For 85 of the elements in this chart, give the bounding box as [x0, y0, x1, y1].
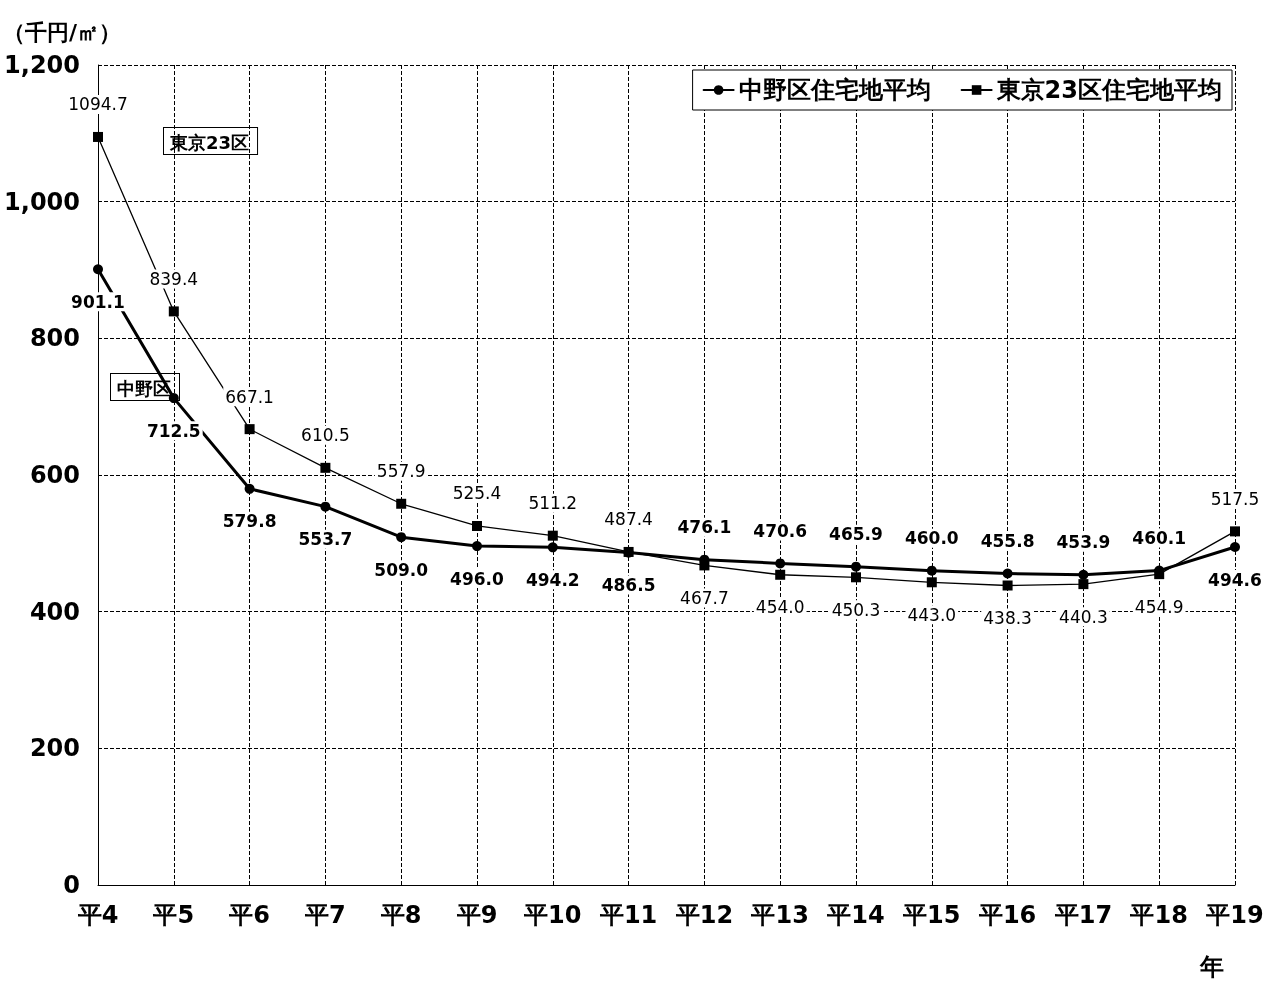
- point: [775, 569, 786, 580]
- data-label: 476.1: [677, 517, 732, 538]
- point: [168, 306, 179, 317]
- data-label: 494.2: [525, 569, 580, 590]
- point: [244, 424, 255, 435]
- point: [93, 131, 103, 142]
- point: [244, 483, 255, 494]
- data-label: 438.3: [983, 607, 1032, 628]
- y-tick-label: 800: [29, 324, 80, 353]
- data-label: 455.8: [980, 531, 1035, 552]
- point: [547, 530, 558, 541]
- annotation: 東京23区: [169, 131, 250, 153]
- data-label: 453.9: [1056, 532, 1111, 553]
- point: [1230, 526, 1240, 537]
- data-label: 465.9: [829, 524, 883, 545]
- data-label: 496.0: [450, 568, 505, 589]
- point: [1002, 568, 1013, 579]
- data-label: 487.4: [604, 509, 653, 530]
- x-tick-label: 平15: [902, 901, 961, 929]
- data-label: 443.0: [907, 604, 957, 625]
- y-tick-label: 200: [29, 734, 80, 763]
- point: [320, 462, 331, 473]
- x-tick-label: 平19: [1205, 901, 1264, 929]
- y-tick-label: 1,200: [4, 51, 80, 79]
- data-label: 579.8: [222, 511, 277, 532]
- point: [1002, 580, 1013, 591]
- data-label: 454.0: [755, 597, 805, 618]
- legend-label: 東京23区住宅地平均: [995, 76, 1223, 104]
- x-tick-label: 平6: [228, 901, 270, 929]
- point: [547, 542, 558, 553]
- data-label: 440.3: [1059, 606, 1108, 627]
- x-tick-label: 平16: [977, 901, 1037, 929]
- data-label: 901.1: [71, 291, 125, 312]
- x-tick-label: 平9: [455, 901, 498, 929]
- y-tick-label: 400: [29, 597, 80, 626]
- point: [320, 501, 331, 512]
- point: [396, 498, 407, 509]
- data-label: 450.3: [831, 599, 881, 620]
- data-label: 712.5: [146, 420, 201, 441]
- data-label: 486.5: [601, 575, 656, 596]
- data-label: 460.1: [1132, 528, 1187, 549]
- point: [1078, 569, 1089, 580]
- data-label: 1094.7: [68, 94, 128, 115]
- data-label: 460.0: [904, 528, 959, 549]
- point: [926, 565, 937, 576]
- y-tick-label: 600: [29, 461, 80, 489]
- point: [775, 558, 786, 569]
- x-tick-label: 平5: [152, 901, 195, 929]
- point: [472, 520, 482, 531]
- legend-label: 中野区住宅地平均: [738, 76, 931, 104]
- point: [472, 541, 482, 552]
- data-label: 494.6: [1208, 569, 1262, 590]
- x-tick-label: 平8: [379, 901, 422, 929]
- x-tick-label: 平10: [523, 901, 582, 929]
- data-label: 517.5: [1210, 488, 1260, 509]
- x-tick-label: 平17: [1053, 901, 1113, 929]
- y-axis-title: （千円/㎡）: [3, 19, 122, 45]
- x-tick-label: 平12: [674, 901, 734, 929]
- x-tick-label: 平14: [826, 901, 885, 929]
- x-tick-label: 平18: [1129, 901, 1188, 929]
- point: [1230, 542, 1240, 553]
- point: [926, 577, 937, 588]
- data-label: 667.1: [225, 386, 274, 407]
- x-tick-label: 平13: [750, 901, 809, 929]
- y-tick-label: 0: [63, 871, 80, 899]
- point: [851, 561, 861, 572]
- point: [1078, 579, 1089, 590]
- x-axis-title: 年: [1199, 953, 1224, 981]
- point: [851, 572, 861, 583]
- data-label: 470.6: [753, 520, 808, 541]
- data-label: 610.5: [301, 425, 350, 446]
- y-tick-label: 1,000: [4, 187, 80, 216]
- point: [93, 264, 103, 275]
- data-label: 553.7: [298, 529, 353, 550]
- x-tick-label: 平4: [76, 901, 119, 929]
- data-label: 839.4: [149, 268, 199, 289]
- data-label: 467.7: [680, 587, 729, 608]
- data-label: 509.0: [374, 559, 429, 580]
- x-tick-label: 平11: [598, 901, 658, 929]
- data-label: 454.9: [1134, 596, 1184, 617]
- data-label: 557.9: [376, 461, 426, 482]
- point: [396, 532, 407, 543]
- data-label: 511.2: [528, 493, 578, 514]
- x-tick-label: 平7: [304, 901, 346, 929]
- data-label: 525.4: [452, 483, 502, 504]
